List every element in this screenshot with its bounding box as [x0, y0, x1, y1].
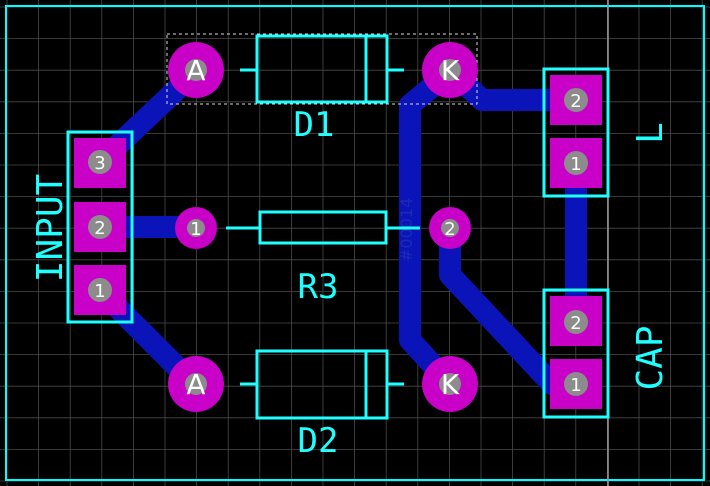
- cap-ref-label: CAP: [630, 325, 671, 390]
- component-r3[interactable]: 1 2 R3: [175, 207, 471, 307]
- r3-pad-1[interactable]: 1: [175, 207, 217, 249]
- component-l[interactable]: 2 1 L: [542, 67, 671, 198]
- board-outline: [5, 5, 705, 481]
- input-pin-2-label: 2: [94, 218, 105, 239]
- component-d2[interactable]: A K D2: [168, 349, 478, 461]
- l-outline: [542, 67, 610, 198]
- d2-cathode-label: K: [441, 368, 460, 401]
- cap-outline: [542, 288, 610, 419]
- input-pin-1[interactable]: 1: [74, 265, 126, 315]
- r3-pad-2[interactable]: 2: [429, 207, 471, 249]
- d2-body: [255, 349, 389, 420]
- d2-pad-cathode[interactable]: K: [422, 356, 478, 412]
- traces: [89, 59, 587, 395]
- l-pin-2-label: 2: [570, 91, 581, 112]
- r3-pin-2-label: 2: [444, 219, 455, 240]
- d2-ref-label: D2: [298, 421, 339, 461]
- d2-anode-label: A: [186, 368, 205, 401]
- d1-body: [255, 34, 389, 104]
- input-pin-2[interactable]: 2: [74, 202, 126, 252]
- cap-pin-1-label: 1: [570, 375, 581, 396]
- input-pin-3[interactable]: 3: [74, 138, 126, 188]
- input-pin-3-label: 3: [94, 153, 105, 174]
- watermark-text: #00014: [397, 198, 416, 262]
- component-input[interactable]: 3 2 1 INPUT: [30, 130, 134, 324]
- cap-pin-1[interactable]: 1: [550, 359, 602, 409]
- l-pin-2[interactable]: 2: [550, 75, 602, 125]
- r3-pin-1-label: 1: [190, 219, 201, 240]
- l-ref-label: L: [630, 122, 671, 144]
- input-outline: [66, 130, 134, 324]
- input-ref-label: INPUT: [30, 174, 71, 282]
- d1-cathode-label: K: [441, 54, 460, 87]
- l-pin-1[interactable]: 1: [550, 138, 602, 188]
- input-pin-1-label: 1: [94, 281, 105, 302]
- component-cap[interactable]: 2 1 CAP: [542, 288, 671, 419]
- cap-pin-2[interactable]: 2: [550, 296, 602, 346]
- l-pin-1-label: 1: [570, 154, 581, 175]
- d1-pad-anode[interactable]: A: [168, 42, 224, 98]
- d1-ref-label: D1: [294, 105, 335, 145]
- d1-pad-cathode[interactable]: K: [422, 42, 478, 98]
- d1-anode-label: A: [186, 54, 205, 87]
- r3-ref-label: R3: [298, 267, 339, 307]
- d2-pad-anode[interactable]: A: [168, 356, 224, 412]
- cap-pin-2-label: 2: [570, 313, 581, 334]
- component-d1[interactable]: A K D1: [168, 34, 478, 145]
